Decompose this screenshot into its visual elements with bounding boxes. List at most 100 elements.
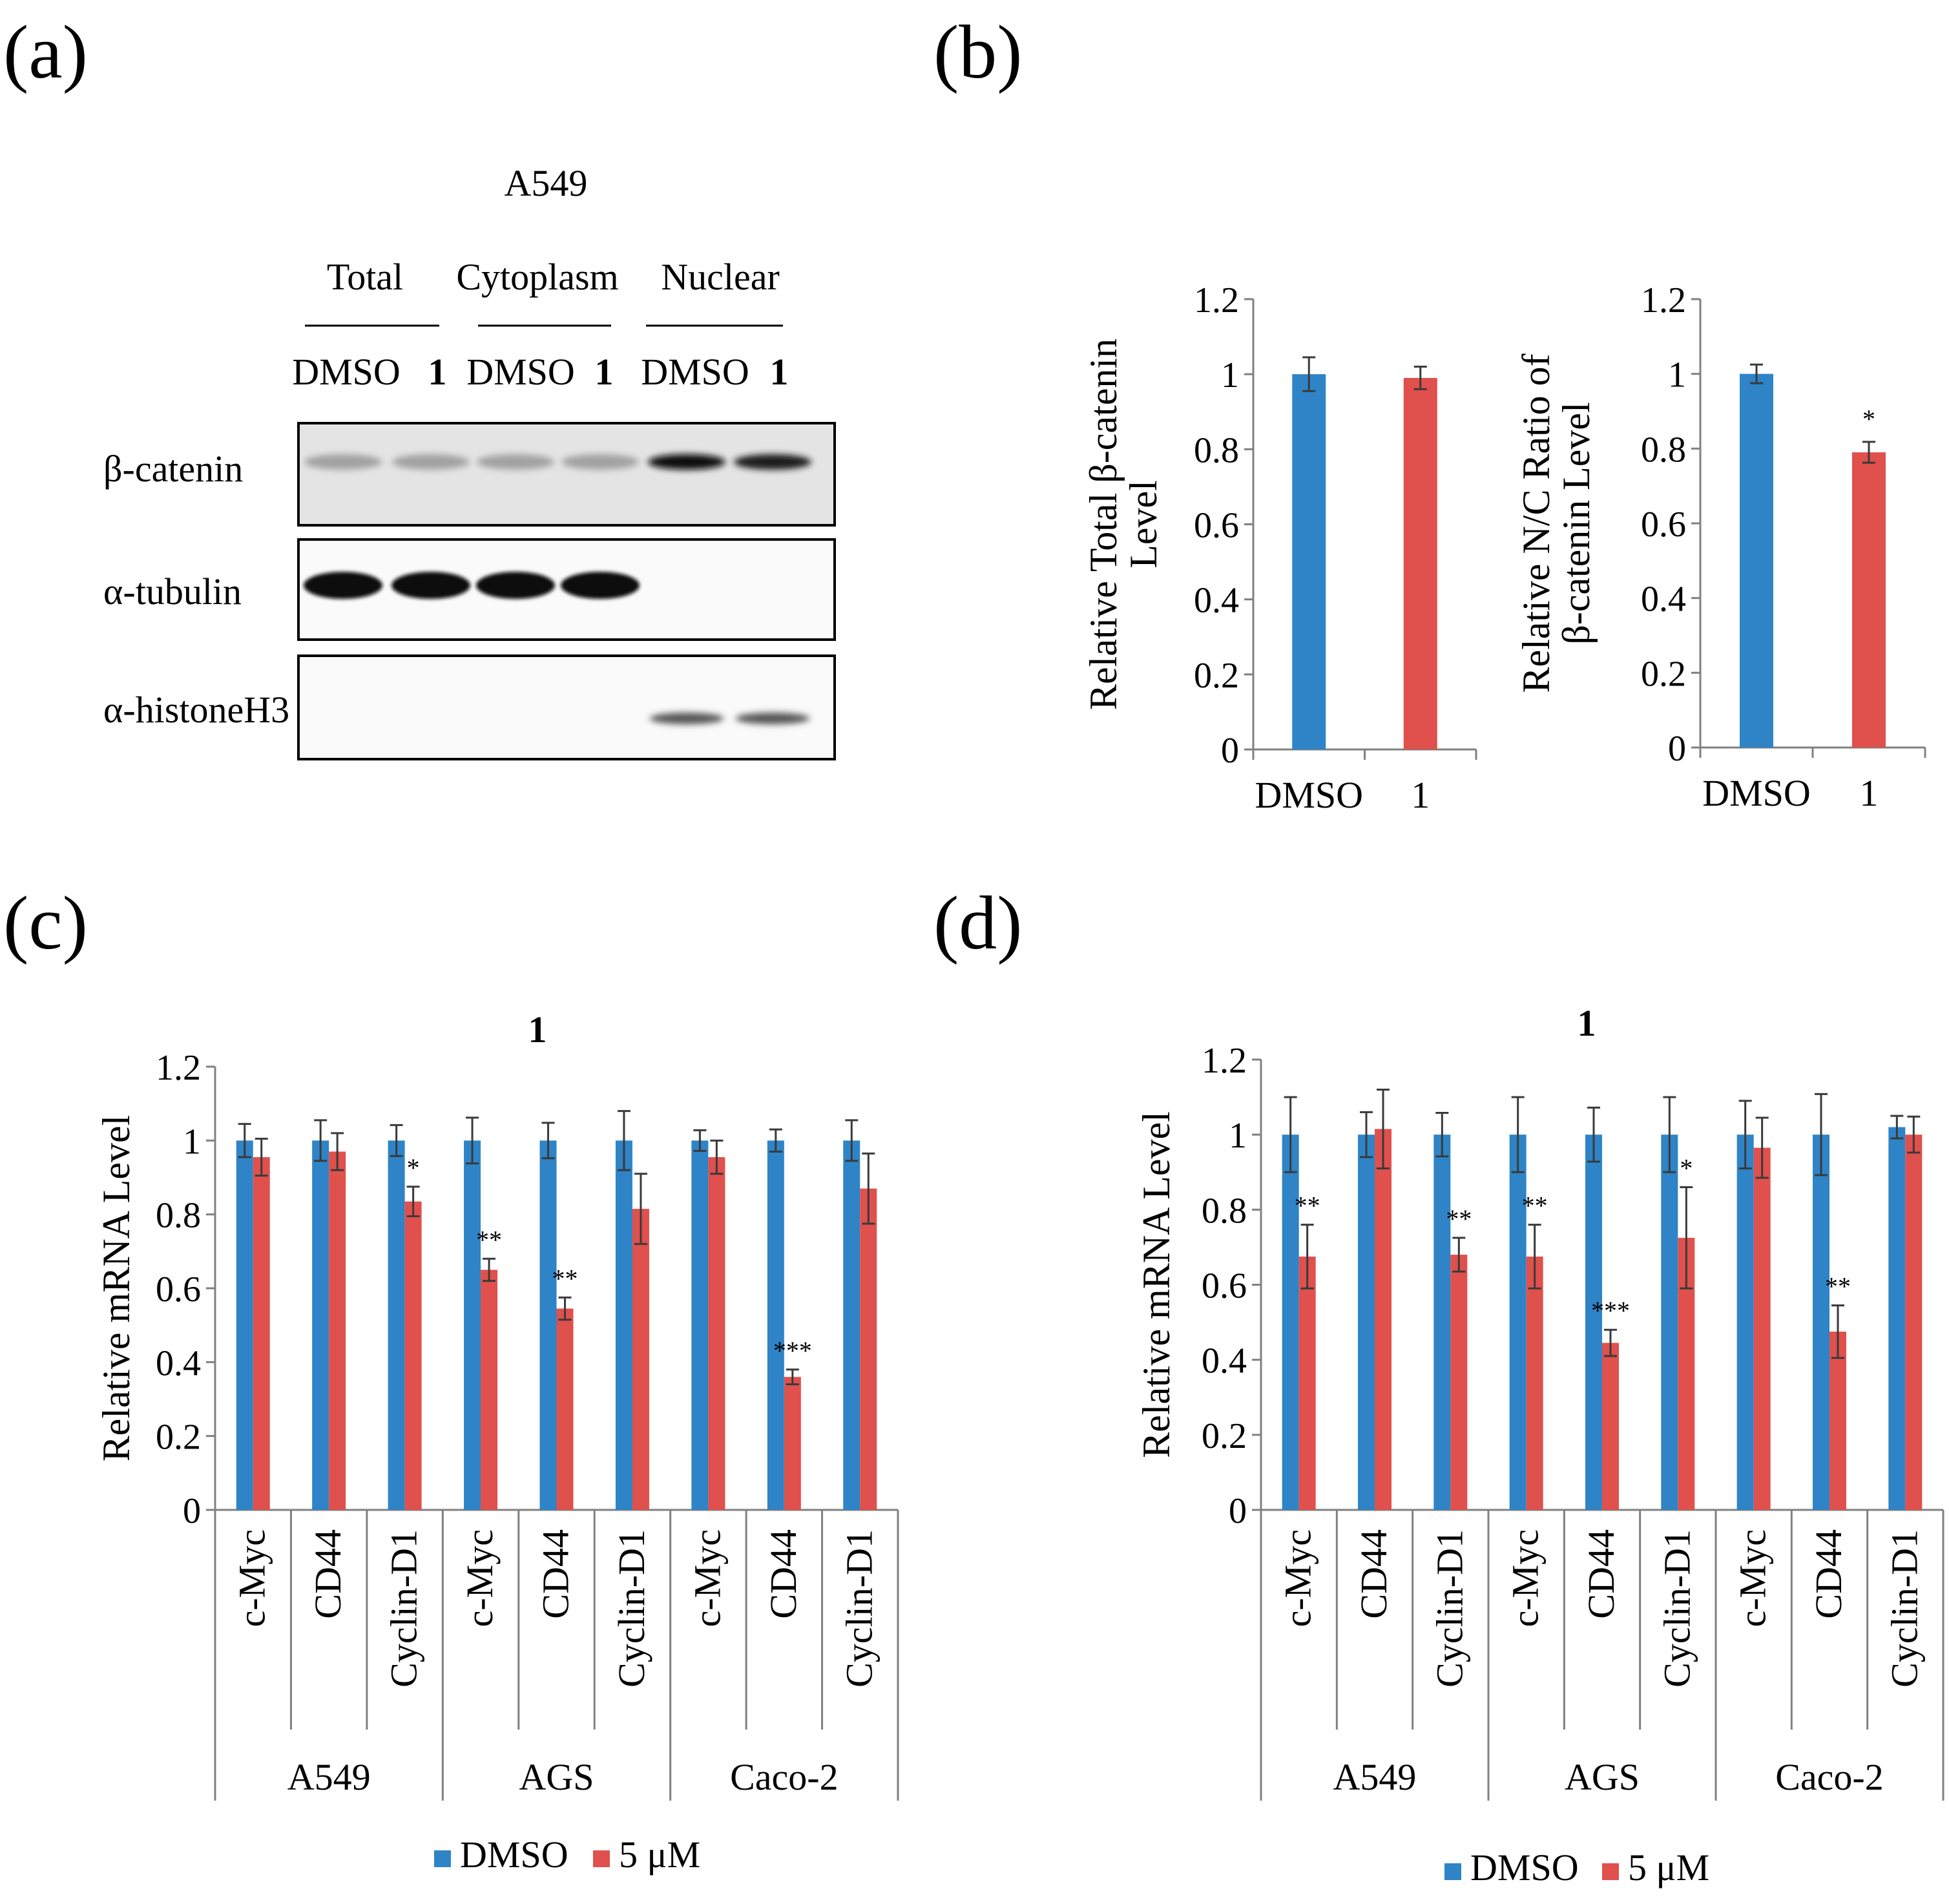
bar-treated — [708, 1157, 725, 1510]
x-category-label: c-Myc — [1277, 1529, 1319, 1627]
bar-treated — [404, 1201, 422, 1510]
y-axis-label: Relative Total β-catenin — [1082, 339, 1125, 710]
y-tick-label: 1.2 — [1194, 280, 1239, 320]
chart-d: 00.20.40.60.811.2** ** ********c-Myc CD44 Cy… — [1135, 1002, 1944, 1801]
x-category-label: CD44 — [1353, 1529, 1395, 1619]
x-category-label: Cyclin-D1 — [1656, 1529, 1698, 1688]
bar-treated — [253, 1157, 270, 1510]
bar-treated — [329, 1151, 346, 1510]
legend-swatch-dmso — [434, 1850, 451, 1867]
y-tick-label: 0.6 — [1641, 505, 1686, 545]
y-axis-label: Relative mRNA Level — [1135, 1111, 1178, 1458]
bar-dmso — [1888, 1127, 1906, 1510]
significance-marker: ** — [1446, 1204, 1472, 1233]
x-category-label: CD44 — [1808, 1529, 1850, 1619]
bar-dmso — [1740, 373, 1773, 748]
y-tick-label: 1 — [1229, 1116, 1247, 1156]
bar-dmso — [615, 1140, 632, 1510]
bar-treated — [1450, 1255, 1468, 1510]
x-group-label: A549 — [1333, 1756, 1417, 1798]
bar-dmso — [1358, 1135, 1375, 1510]
significance-marker: * — [407, 1153, 420, 1182]
y-tick-label: 0.6 — [156, 1270, 201, 1310]
bar-treated — [1526, 1256, 1543, 1510]
bar-treated — [1852, 452, 1886, 748]
x-category-label: Cyclin-D1 — [838, 1529, 880, 1688]
blot-row-label: α-histoneH3 — [103, 689, 289, 731]
x-group-label: A549 — [287, 1756, 371, 1798]
chart-b-left: 0 0.2 0.4 0.6 0.8 1 1.2 DMSO 1 Relative Total β-c… — [1082, 280, 1477, 816]
bar-dmso — [1292, 374, 1326, 749]
y-tick-label: 0.4 — [1641, 580, 1686, 620]
significance-marker: ** — [476, 1225, 502, 1254]
bar-dmso — [312, 1140, 329, 1510]
x-category-label: CD44 — [307, 1529, 349, 1619]
blot-band — [392, 454, 470, 470]
y-tick-label: 0.8 — [1202, 1191, 1247, 1231]
chart-b-right: 0 0.2 0.4 0.6 0.8 1 1.2 DMSO * 1 Relative N/C Rati… — [1515, 280, 1926, 814]
lane-label: 1 — [428, 351, 447, 393]
x-group-label: Caco-2 — [730, 1756, 839, 1798]
y-tick-label: 0.2 — [156, 1418, 201, 1458]
y-axis-label: Relative N/C Ratio of — [1515, 354, 1558, 693]
blot-group-total: Total — [327, 256, 403, 298]
x-group-label: AGS — [1565, 1756, 1640, 1798]
bar-dmso — [388, 1140, 405, 1510]
y-tick-label: 0 — [183, 1491, 201, 1531]
legend-swatch-treated — [1602, 1863, 1619, 1880]
x-category-label: c-Myc — [1732, 1529, 1774, 1627]
y-tick-label: 0.8 — [1194, 430, 1239, 470]
x-category-label: c-Myc — [686, 1529, 728, 1627]
legend-label-treated: 5 μM — [1628, 1846, 1709, 1888]
bar-dmso — [691, 1140, 709, 1510]
blot-band — [476, 572, 555, 599]
y-tick-label: 1 — [183, 1122, 201, 1162]
blot-row-label: α-tubulin — [103, 570, 242, 612]
bar-dmso — [767, 1140, 784, 1510]
y-tick-label: 1.2 — [156, 1048, 201, 1088]
chart-title: 1 — [1578, 1002, 1596, 1044]
blot-row-label: β-catenin — [103, 448, 243, 490]
y-tick-label: 0.8 — [156, 1196, 201, 1236]
y-tick-label: 1.2 — [1202, 1041, 1247, 1081]
chart-title: 1 — [528, 1009, 547, 1051]
bar-dmso — [1813, 1135, 1829, 1510]
lane-label: DMSO — [466, 351, 575, 393]
y-tick-label: 0.2 — [1202, 1416, 1247, 1456]
y-tick-label: 0 — [1229, 1491, 1247, 1531]
lane-label: 1 — [770, 351, 789, 393]
x-category-label: c-Myc — [459, 1529, 501, 1627]
y-tick-label: 0.6 — [1194, 506, 1239, 546]
x-category-label: 1 — [1411, 774, 1430, 816]
y-tick-label: 0.4 — [1194, 581, 1239, 621]
blot-band — [477, 454, 554, 470]
x-category-label: CD44 — [535, 1529, 577, 1619]
y-tick-label: 0.2 — [1194, 656, 1239, 696]
bar-dmso — [539, 1140, 557, 1510]
bar-dmso — [464, 1140, 481, 1510]
y-axis-label: Level — [1122, 480, 1165, 569]
x-category-label: DMSO — [1255, 774, 1363, 816]
x-category-label: c-Myc — [231, 1529, 273, 1627]
legend-swatch-dmso — [1444, 1863, 1461, 1880]
x-group-label: Caco-2 — [1775, 1756, 1884, 1798]
legend-d: DMSO 5 μM — [1444, 1846, 1709, 1888]
legend-label-treated: 5 μM — [619, 1834, 700, 1876]
x-category-label: 1 — [1860, 772, 1879, 814]
y-tick-label: 0.4 — [1202, 1341, 1247, 1381]
bar-treated — [556, 1308, 574, 1510]
bar-dmso — [1282, 1135, 1299, 1510]
bar-treated — [1753, 1147, 1771, 1510]
blot-band — [304, 572, 382, 599]
y-axis-label: Relative mRNA Level — [95, 1115, 138, 1462]
x-category-label: CD44 — [762, 1529, 804, 1619]
blot-band — [648, 454, 725, 470]
lane-label: DMSO — [292, 351, 401, 393]
significance-marker: ** — [1295, 1191, 1320, 1220]
bar-treated — [1602, 1343, 1619, 1510]
legend-label-dmso: DMSO — [460, 1834, 568, 1876]
blot-group-nuclear: Nuclear — [661, 256, 780, 298]
blot-membrane-beta-catenin — [297, 422, 836, 527]
legend-swatch-treated — [593, 1850, 610, 1867]
